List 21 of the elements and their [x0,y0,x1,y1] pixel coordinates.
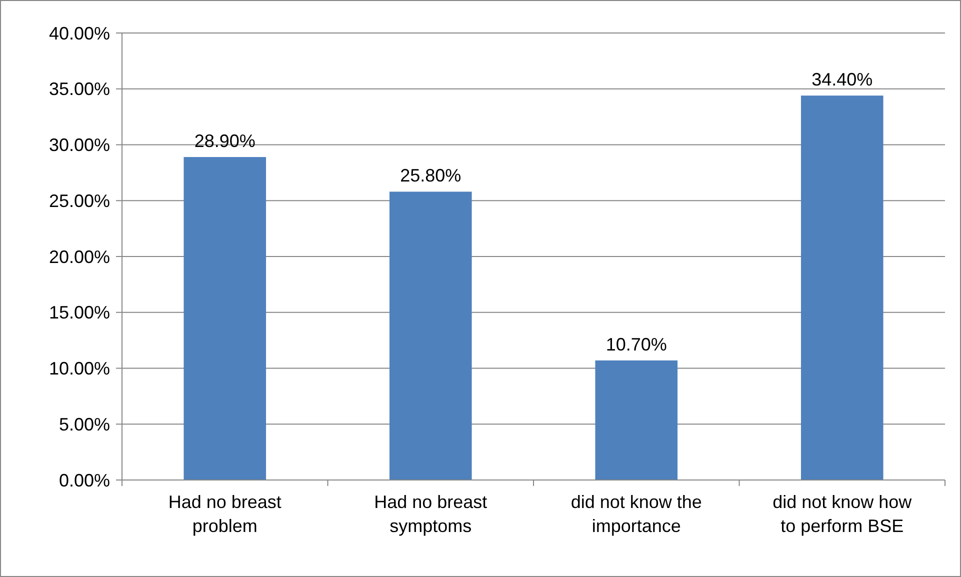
x-tick-label: did not know how to perform BSE [772,492,913,536]
y-tick-label: 20.00% [48,246,110,267]
x-tick-label: did not know the importance [570,492,702,536]
bar [800,96,884,480]
y-tick-label: 10.00% [48,358,110,379]
data-label: 34.40% [812,70,873,90]
bar [389,192,472,480]
data-label: 10.70% [606,334,667,354]
y-tick-label: 25.00% [48,190,110,211]
y-tick-label: 15.00% [48,302,110,323]
bar [595,360,678,480]
y-tick-label: 40.00% [48,23,110,44]
y-tick-label: 5.00% [58,414,110,434]
data-label: 25.80% [400,166,462,186]
bar [184,157,266,480]
x-tick-label: Had no breast symptoms [374,492,488,536]
x-tick-label: Had no breast problem [168,492,282,536]
y-tick-label: 35.00% [48,79,110,100]
data-label: 28.90% [194,131,256,152]
y-tick-label: 0.00% [58,470,110,490]
y-tick-label: 30.00% [48,135,110,156]
